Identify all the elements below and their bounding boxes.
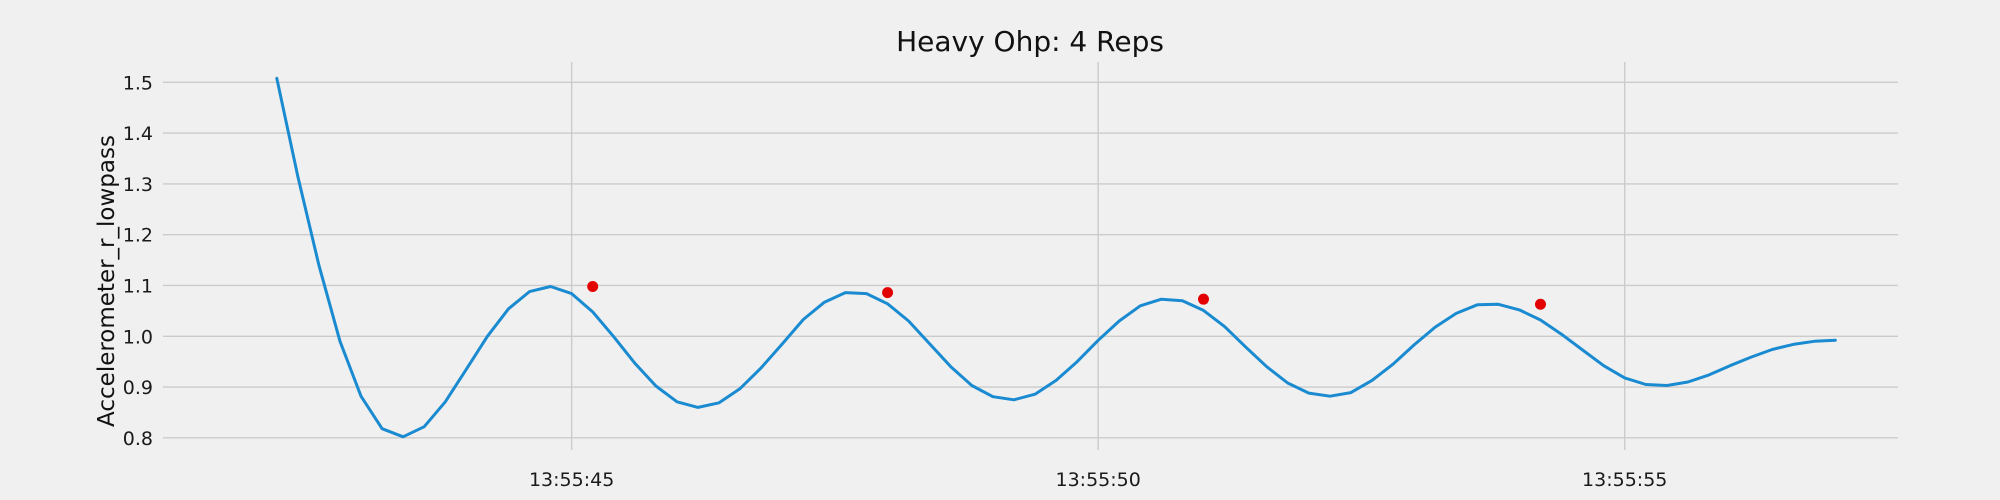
x-tick-label: 13:55:55 — [1582, 469, 1667, 491]
x-tick-label: 13:55:50 — [1056, 469, 1141, 491]
series-line — [275, 76, 1837, 439]
chart-title: Heavy Ohp: 4 Reps — [896, 25, 1164, 58]
peak-markers — [587, 280, 1546, 310]
y-tick-label: 0.8 — [123, 428, 153, 450]
peak-point — [1197, 293, 1209, 305]
x-axis-ticks: 13:55:45 13:55:50 13:55:55 — [529, 469, 1667, 491]
y-tick-label: 1.4 — [123, 123, 153, 145]
y-tick-label: 0.9 — [123, 377, 153, 399]
grid — [163, 62, 1898, 450]
peak-point — [587, 280, 599, 292]
y-tick-label: 1.2 — [123, 225, 153, 247]
data-series — [275, 76, 1837, 439]
y-tick-label: 1.1 — [123, 275, 153, 297]
y-tick-label: 1.0 — [123, 326, 153, 348]
y-axis-ticks: 0.8 0.9 1.0 1.1 1.2 1.3 1.4 1.5 — [123, 72, 153, 450]
peak-point — [882, 287, 894, 299]
y-tick-label: 1.5 — [123, 72, 153, 94]
y-axis-label: Accelerometer_r_lowpass — [94, 135, 120, 427]
x-tick-label: 13:55:45 — [529, 469, 614, 491]
peak-point — [1534, 298, 1546, 310]
y-tick-label: 1.3 — [123, 174, 153, 196]
